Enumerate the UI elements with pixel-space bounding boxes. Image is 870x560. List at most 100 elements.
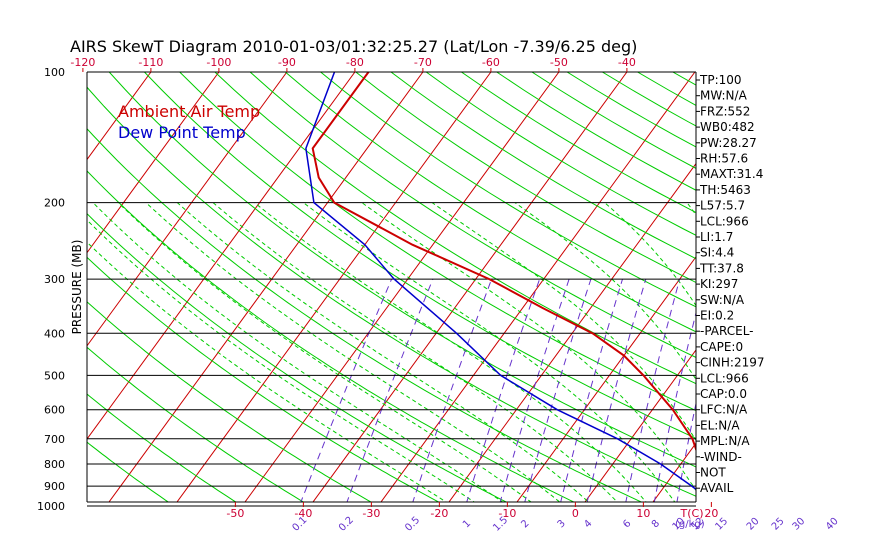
panel-entry: MW:N/A	[700, 89, 748, 103]
mixing-ratio-line	[676, 401, 696, 502]
isotherm-line	[0, 72, 15, 515]
isotherm-line	[176, 72, 492, 502]
isotherm-line	[244, 72, 560, 502]
moist-adiabat-line	[212, 202, 618, 502]
isotherm-line	[584, 349, 696, 502]
top-temp-tick-label: -40	[618, 56, 636, 69]
legend: Ambient Air Temp Dew Point Temp	[118, 102, 260, 142]
panel-entry: CAP:0.0	[700, 387, 747, 401]
pressure-tick-label: 300	[44, 273, 65, 286]
dry-adiabat-grid	[87, 72, 870, 515]
top-temp-tick-label: -90	[278, 56, 296, 69]
mixing-ratio-unit-label: (g/kg)	[675, 519, 705, 530]
dry-adiabat-line	[390, 72, 696, 260]
pressure-tick-label: 600	[44, 404, 65, 417]
dry-adiabat-line	[461, 72, 696, 214]
panel-entry: EL:N/A	[700, 418, 740, 432]
dry-adiabat-line	[214, 72, 696, 385]
panel-entry: MAXT:31.4	[700, 167, 763, 181]
pressure-tick-label: 900	[44, 480, 65, 493]
panel-entry: CAPE:0	[700, 340, 743, 354]
bottom-temp-tick-label: -20	[430, 507, 448, 520]
moist-adiabat-line	[176, 202, 590, 502]
dry-adiabat-line	[87, 128, 643, 502]
dew-point-temp-line	[305, 72, 696, 491]
pressure-tick-label: 700	[44, 433, 65, 446]
legend-ambient-air-temp: Ambient Air Temp	[118, 102, 260, 121]
isotherm-line	[779, 72, 870, 515]
mixing-ratio-label: 40	[824, 516, 841, 533]
mixing-ratio-line	[466, 278, 541, 502]
panel-entry: EI:0.2	[700, 309, 734, 323]
bottom-temp-tick-label: 10	[636, 507, 650, 520]
moist-adiabat-line	[87, 219, 476, 502]
dry-adiabat-line	[814, 72, 870, 515]
dry-adiabat-line	[355, 72, 696, 284]
bottom-temp-tick-label: -40	[294, 507, 312, 520]
dry-adiabat-line	[496, 72, 696, 191]
pressure-tick-label: 1000	[37, 500, 65, 513]
dry-adiabat-line	[87, 393, 237, 502]
panel-entry: LI:1.7	[700, 230, 733, 244]
mixing-ratio-line	[560, 278, 623, 502]
mixing-ratio-line	[749, 279, 789, 515]
moist-adiabat-line	[361, 202, 696, 492]
panel-entry: L57:5.7	[700, 199, 745, 213]
top-temp-tick-label: -110	[138, 56, 163, 69]
bottom-temp-tick-label: 20	[704, 507, 718, 520]
x-axis-unit-label: T(C)	[680, 507, 704, 520]
bottom-temp-tick-label: -30	[362, 507, 380, 520]
panel-entry: LFC:N/A	[700, 403, 748, 417]
top-temp-tick-label: -120	[70, 56, 95, 69]
isotherm-line	[380, 72, 696, 502]
bottom-temp-tick-label: 0	[572, 507, 579, 520]
moist-adiabat-line	[87, 241, 448, 502]
bottom-temp-tick-label: -10	[498, 507, 516, 520]
chart-title: AIRS SkewT Diagram 2010-01-03/01:32:25.2…	[70, 37, 637, 56]
dry-adiabat-line	[849, 72, 870, 515]
isotherm-line	[87, 72, 288, 347]
dry-adiabat-line	[87, 212, 508, 502]
panel-entry: CINH:2197	[700, 356, 765, 370]
mixing-ratio-line	[625, 278, 681, 502]
mixing-ratio-label: 3	[556, 518, 568, 530]
isotherm-line	[108, 72, 424, 502]
panel-entry: TP:100	[699, 73, 742, 87]
dry-adiabat-line	[778, 72, 870, 515]
mixing-ratio-line	[795, 279, 828, 515]
mixing-ratio-line	[653, 310, 696, 502]
panel-entry: WB0:482	[700, 120, 755, 134]
isobar-grid	[87, 71, 696, 507]
moist-adiabat-grid	[87, 202, 848, 516]
dry-adiabat-line	[743, 72, 870, 515]
panel-entry: -WIND-	[700, 450, 742, 464]
mixing-ratio-line	[300, 278, 393, 502]
mixing-ratio-line	[499, 278, 570, 502]
legend-dew-point-temp: Dew Point Temp	[118, 123, 246, 142]
panel-entry: LCL:966	[700, 214, 749, 228]
top-temp-tick-label: -60	[482, 56, 500, 69]
dry-adiabat-line	[284, 72, 696, 333]
dry-adiabat-line	[87, 441, 170, 502]
mixing-ratio-label: 2	[519, 518, 531, 530]
panel-entry: MPL:N/A	[700, 434, 750, 448]
panel-entry: FRZ:552	[700, 104, 750, 118]
mixing-ratio-label: 25	[770, 516, 787, 533]
panel-entry: PW:28.27	[700, 136, 757, 150]
moist-adiabat-line	[755, 203, 848, 516]
panel-entry: RH:57.6	[700, 152, 748, 166]
ambient-air-temp-line	[311, 72, 696, 453]
moist-adiabat-line	[145, 202, 561, 502]
dry-adiabat-line	[425, 72, 696, 236]
moist-adiabat-line	[117, 202, 532, 502]
mixing-ratio-line	[346, 278, 434, 502]
pressure-tick-label: 400	[44, 327, 65, 340]
isotherm-grid	[0, 72, 870, 515]
top-temp-tick-label: -50	[550, 56, 568, 69]
panel-entry: KI:297	[700, 277, 738, 291]
mixing-ratio-line	[828, 279, 856, 515]
mixing-ratio-line	[774, 279, 810, 515]
dry-adiabat-line	[249, 72, 696, 358]
mixing-ratio-label: 20	[745, 516, 762, 533]
